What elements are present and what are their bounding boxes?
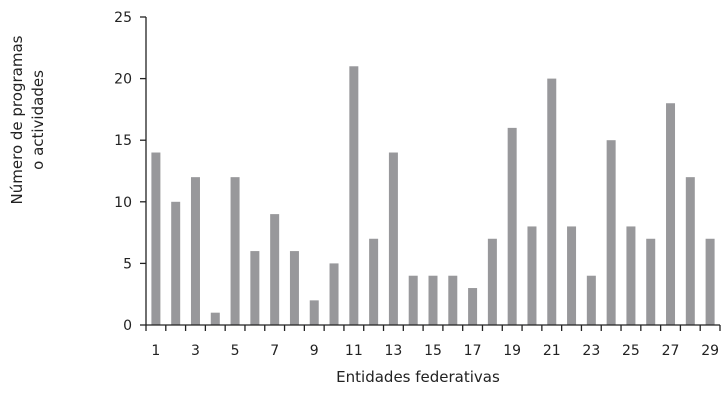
- x-tick-label-15: 15: [424, 343, 442, 359]
- x-tick-label-3: 3: [191, 343, 200, 359]
- x-axis-title: Entidades federativas: [336, 368, 500, 386]
- y-axis-title: Número de programas o actividades: [8, 35, 47, 204]
- bar-9: [309, 300, 319, 325]
- bar-23: [586, 275, 596, 325]
- bar-5: [230, 177, 240, 325]
- bar-2: [171, 201, 181, 325]
- y-tick-label-5: 5: [123, 256, 132, 272]
- bar-8: [289, 251, 299, 325]
- y-tick-label-0: 0: [123, 318, 132, 334]
- bar-26: [646, 238, 656, 325]
- bar-27: [666, 103, 676, 326]
- x-tick-label-5: 5: [231, 343, 240, 359]
- bar-18: [487, 238, 497, 325]
- x-tick-label-21: 21: [543, 343, 561, 359]
- bar-22: [567, 226, 577, 325]
- x-tick-label-13: 13: [384, 343, 402, 359]
- x-tick-label-1: 1: [151, 343, 160, 359]
- bar-1: [151, 152, 161, 325]
- bar-12: [369, 238, 379, 325]
- bar-6: [250, 251, 260, 325]
- x-tick-label-9: 9: [310, 343, 319, 359]
- y-axis-title-line-2: o actividades: [29, 70, 47, 170]
- bar-19: [507, 127, 517, 325]
- bar-16: [448, 275, 458, 325]
- bar-17: [468, 288, 478, 325]
- y-axis-title-line-1: Número de programas: [8, 35, 26, 204]
- x-tick-label-25: 25: [622, 343, 640, 359]
- x-tick-label-17: 17: [464, 343, 482, 359]
- y-tick-label-25: 25: [114, 10, 132, 26]
- bar-14: [408, 275, 418, 325]
- y-tick-label-10: 10: [114, 195, 132, 211]
- bar-25: [626, 226, 636, 325]
- bar-11: [349, 66, 359, 325]
- bar-24: [606, 140, 616, 325]
- bar-4: [210, 312, 220, 325]
- x-tick-label-7: 7: [270, 343, 279, 359]
- x-tick-label-29: 29: [701, 343, 719, 359]
- bars-group: [151, 66, 715, 326]
- bar-29: [705, 238, 715, 325]
- x-tick-label-19: 19: [503, 343, 521, 359]
- bar-13: [388, 152, 398, 325]
- y-tick-label-20: 20: [114, 72, 132, 88]
- x-tick-label-27: 27: [662, 343, 680, 359]
- bar-7: [270, 214, 280, 325]
- bar-28: [685, 177, 695, 325]
- y-tick-label-15: 15: [114, 133, 132, 149]
- bar-10: [329, 263, 339, 325]
- x-tick-label-11: 11: [345, 343, 363, 359]
- bar-3: [190, 177, 200, 325]
- bar-20: [527, 226, 537, 325]
- bar-15: [428, 275, 438, 325]
- bar-21: [547, 78, 557, 325]
- x-tick-label-23: 23: [582, 343, 600, 359]
